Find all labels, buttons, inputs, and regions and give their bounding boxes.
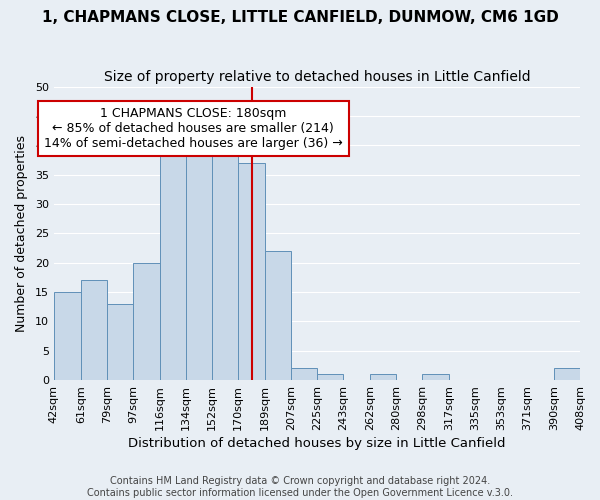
Bar: [186, 151, 212, 380]
Bar: [81, 280, 107, 380]
X-axis label: Distribution of detached houses by size in Little Canfield: Distribution of detached houses by size …: [128, 437, 506, 450]
Bar: [265, 251, 291, 380]
Bar: [212, 134, 238, 380]
Bar: [554, 368, 580, 380]
Bar: [160, 140, 186, 380]
Bar: [370, 374, 396, 380]
Text: 1, CHAPMANS CLOSE, LITTLE CANFIELD, DUNMOW, CM6 1GD: 1, CHAPMANS CLOSE, LITTLE CANFIELD, DUNM…: [41, 10, 559, 25]
Bar: [133, 262, 160, 380]
Bar: [291, 368, 317, 380]
Bar: [54, 292, 81, 380]
Bar: [107, 304, 133, 380]
Bar: [422, 374, 449, 380]
Y-axis label: Number of detached properties: Number of detached properties: [15, 135, 28, 332]
Title: Size of property relative to detached houses in Little Canfield: Size of property relative to detached ho…: [104, 70, 530, 84]
Text: Contains HM Land Registry data © Crown copyright and database right 2024.
Contai: Contains HM Land Registry data © Crown c…: [87, 476, 513, 498]
Bar: [317, 374, 343, 380]
Bar: [238, 163, 265, 380]
Text: 1 CHAPMANS CLOSE: 180sqm
← 85% of detached houses are smaller (214)
14% of semi-: 1 CHAPMANS CLOSE: 180sqm ← 85% of detach…: [44, 107, 343, 150]
